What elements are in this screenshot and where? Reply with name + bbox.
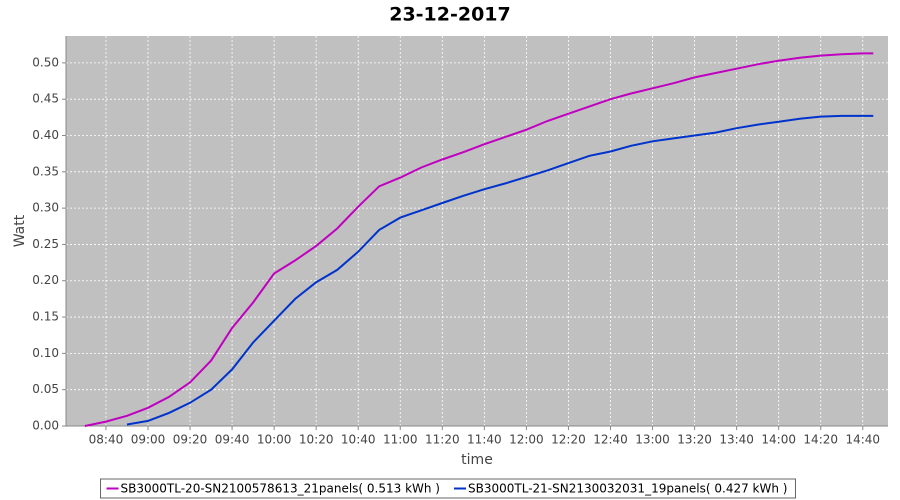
y-axis-label: Watt (12, 214, 28, 247)
x-tick-label: 13:20 (677, 433, 712, 447)
y-tick-label: 0.00 (32, 419, 59, 433)
x-tick-label: 10:40 (341, 433, 376, 447)
x-tick-label: 08:40 (89, 433, 124, 447)
y-tick-label: 0.35 (32, 164, 59, 178)
x-tick-label: 13:40 (719, 433, 754, 447)
y-tick-label: 0.50 (32, 55, 59, 69)
x-tick-label: 12:00 (509, 433, 544, 447)
series-line (126, 114, 874, 426)
x-tick-label: 12:40 (593, 433, 628, 447)
y-tick-label: 0.10 (32, 346, 59, 360)
y-tick-label: 0.25 (32, 237, 59, 251)
x-axis-label: time (461, 452, 493, 468)
x-tick-label: 14:20 (803, 433, 838, 447)
chart-title: 23-12-2017 (389, 4, 511, 26)
x-tick-label: 09:20 (173, 433, 208, 447)
legend-label: SB3000TL-21-SN2130032031_19panels( 0.427… (468, 482, 787, 496)
x-tick-label: 12:20 (551, 433, 586, 447)
plot-area (66, 36, 888, 426)
legend: SB3000TL-20-SN2100578613_21panels( 0.513… (100, 478, 796, 499)
x-tick-label: 11:20 (425, 433, 460, 447)
y-tick-label: 0.20 (32, 273, 59, 287)
x-tick-label: 11:00 (383, 433, 418, 447)
series-line (84, 52, 874, 427)
x-tick-label: 13:00 (635, 433, 670, 447)
x-tick-label: 09:00 (131, 433, 166, 447)
legend-label: SB3000TL-20-SN2100578613_21panels( 0.513… (121, 482, 440, 496)
x-tick-label: 09:40 (215, 433, 250, 447)
x-tick-label: 10:20 (299, 433, 334, 447)
x-tick-label: 10:00 (257, 433, 292, 447)
x-tick-label: 14:00 (761, 433, 796, 447)
y-tick-label: 0.05 (32, 382, 59, 396)
y-tick-label: 0.45 (32, 92, 59, 106)
y-tick-label: 0.15 (32, 310, 59, 324)
y-tick-label: 0.40 (32, 128, 59, 142)
x-tick-label: 14:40 (845, 433, 880, 447)
x-tick-label: 11:40 (467, 433, 502, 447)
y-tick-label: 0.30 (32, 201, 59, 215)
legend-box (100, 478, 796, 499)
